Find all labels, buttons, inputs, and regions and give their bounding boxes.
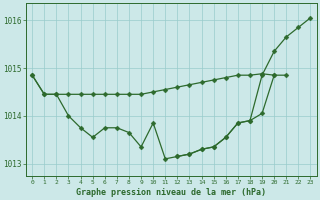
X-axis label: Graphe pression niveau de la mer (hPa): Graphe pression niveau de la mer (hPa) <box>76 188 266 197</box>
